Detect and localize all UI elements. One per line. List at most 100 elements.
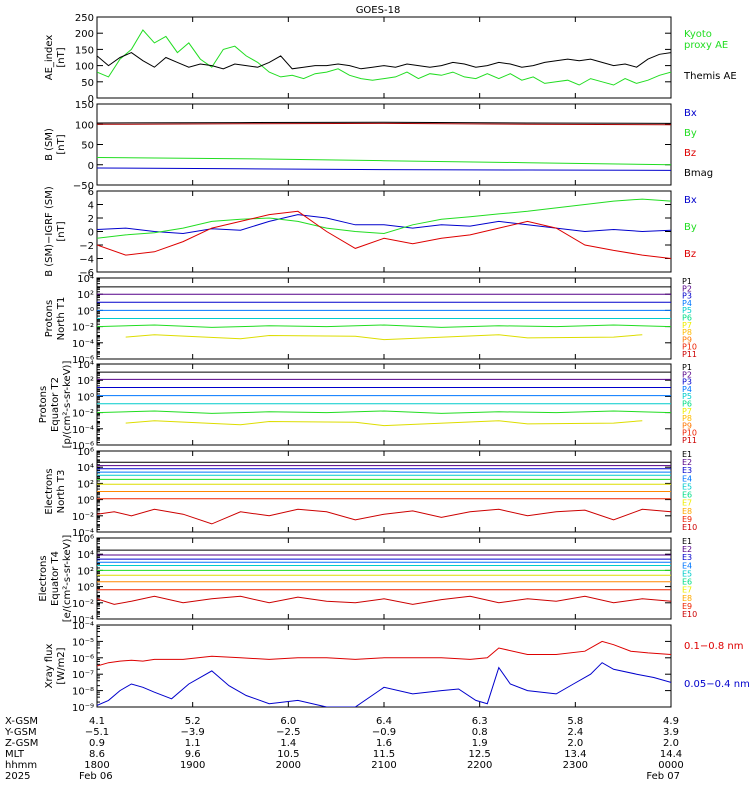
ephemeris-row-label: 2025 — [5, 771, 30, 782]
y-axis-label: Equator T4 — [50, 551, 61, 606]
legend: 0.1−0.8 nm 0.05−0.4 nm — [684, 641, 750, 690]
y-tick-label: 10⁻⁹ — [72, 703, 94, 714]
series-line-by — [97, 157, 671, 166]
ephemeris-value: 3.9 — [663, 727, 679, 738]
legend-entry: E6 — [682, 491, 692, 500]
ephemeris-value: 14.4 — [660, 749, 682, 760]
y-axis-label: AE_index — [44, 35, 55, 81]
legend-entry: P11 — [682, 350, 697, 359]
ephemeris-value: 2.0 — [663, 738, 679, 749]
legend-entry: P5 — [682, 392, 692, 401]
series-group — [97, 29, 671, 86]
y-tick-label: 150 — [75, 45, 94, 56]
ephemeris-value: 4.1 — [89, 716, 105, 727]
legend-entry: E8 — [682, 594, 692, 603]
series-line-kyoto-proxy-ae — [97, 29, 671, 86]
y-tick-label: 10⁻² — [72, 409, 94, 420]
legend-entry: By — [684, 128, 697, 139]
panel-frame — [96, 624, 672, 708]
series-line-p6 — [97, 410, 671, 414]
legend-entry: P2 — [682, 284, 692, 293]
ephemeris-value: 9.6 — [185, 749, 201, 760]
legend-entry: P4 — [682, 385, 692, 394]
ephemeris-value: 5.8 — [567, 716, 583, 727]
y-tick-label: 150 — [75, 100, 94, 111]
ephemeris-value: 2.0 — [567, 738, 583, 749]
series-line-0-1-0-8-nm — [97, 640, 671, 667]
legend-entry: E8 — [682, 507, 692, 516]
series-group — [97, 286, 671, 341]
y-tick-label: −50 — [73, 181, 94, 192]
legend-entry: P1 — [682, 363, 692, 372]
y-tick-label: 10⁻² — [72, 512, 94, 523]
ephemeris-row-label: MLT — [5, 749, 25, 760]
ephemeris-value: −2.5 — [276, 727, 300, 738]
y-tick-label: 4 — [88, 201, 94, 212]
y-tick-label: −2 — [79, 241, 94, 252]
panel-e_equator: 10⁶ 10⁴ 10² 10⁰ 10⁻² 10⁻⁴ Electrons Equator T4[… — [38, 534, 697, 626]
series-line-bz — [97, 122, 671, 126]
y-axis-label: B (SM) — [44, 128, 55, 161]
y-tick-label: 10⁶ — [77, 534, 94, 545]
legend-entry: E9 — [682, 515, 692, 524]
legend-entry: E10 — [682, 610, 697, 619]
series-line-p6 — [97, 324, 671, 328]
panel-bdiff: 6 4 2 0 −2 −4 −6 B (SM)−IGRF (SM) [nT] Bx By Bz — [44, 186, 697, 279]
ephemeris-value: 1.6 — [376, 738, 392, 749]
y-axis-label: [nT] — [56, 134, 67, 154]
panel-bsm: 150 100 50 0 −50 B (SM) [nT] Bx By Bz Bmag — [44, 100, 713, 192]
ephemeris-table: X-GSMY-GSMZ-GSMMLThhmm20254.1−5.10.98.61… — [4, 716, 684, 782]
ephemeris-value: 2100 — [371, 760, 396, 771]
ephemeris-value: 0.9 — [89, 738, 105, 749]
y-axis-label: [nT] — [56, 221, 67, 241]
legend-entry: P10 — [682, 429, 697, 438]
y-tick-label: 10² — [77, 290, 94, 301]
ephemeris-value: 11.5 — [373, 749, 395, 760]
legend-entry: P9 — [682, 335, 692, 344]
series-group — [97, 461, 671, 525]
ephemeris-value: 4.9 — [663, 716, 679, 727]
y-axis-label: Electrons — [38, 555, 49, 601]
y-axis-label: [nT] — [56, 47, 67, 67]
panel-frame — [96, 103, 672, 186]
legend-entry: 0.05−0.4 nm — [684, 679, 750, 690]
y-tick-label: 10² — [77, 376, 94, 387]
legend-entry: E10 — [682, 523, 697, 532]
y-axis-label: Xray flux — [44, 644, 55, 689]
legend: Bx By Bz — [684, 195, 697, 260]
legend-entry: E1 — [682, 537, 692, 546]
legend-entry: P4 — [682, 299, 692, 308]
legend-entry: E3 — [682, 466, 692, 475]
y-tick-label: 0 — [88, 94, 94, 105]
ephemeris-value: 6.0 — [280, 716, 296, 727]
ephemeris-value: Feb 06 — [79, 771, 113, 782]
y-tick-label: 10⁻⁴ — [72, 615, 94, 626]
ephemeris-value: 1900 — [180, 760, 205, 771]
series-line-bmag — [97, 121, 671, 124]
series-line-e10 — [97, 595, 671, 605]
legend-entry: Bz — [684, 249, 696, 260]
y-tick-label: 100 — [75, 120, 94, 131]
y-tick-label: 10² — [77, 566, 94, 577]
ephemeris-value: Feb 07 — [646, 771, 680, 782]
legend-entry: P5 — [682, 306, 692, 315]
y-tick-label: 10⁻⁷ — [72, 670, 94, 681]
ephemeris-row-label: Y-GSM — [4, 727, 37, 738]
ephemeris-value: 1.9 — [472, 738, 488, 749]
ephemeris-value: 1.1 — [185, 738, 201, 749]
y-tick-label: 0 — [88, 161, 94, 172]
y-tick-label: 10⁻⁴ — [72, 621, 94, 632]
legend-entry: E1 — [682, 450, 692, 459]
y-tick-label: 10² — [77, 479, 94, 490]
y-axis-label: Protons — [44, 300, 55, 337]
legend-entry: proxy AE — [684, 40, 728, 51]
legend-entry: P8 — [682, 414, 692, 423]
y-tick-label: 10⁴ — [77, 463, 94, 474]
legend-entry: By — [684, 222, 697, 233]
y-axis-label: [e/(cm²-s-sr-keV)] — [62, 535, 73, 623]
